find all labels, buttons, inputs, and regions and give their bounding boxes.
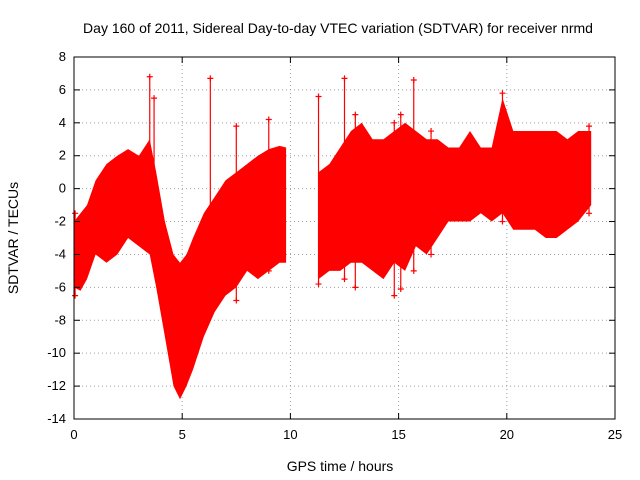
tick-layer: 0 5 10 15 20 25 -14 -12 -10 -8 -6 -4 -2 0 2 4 6 8 xyxy=(47,49,622,442)
chart-title: Day 160 of 2011, Sidereal Day-to-day VTE… xyxy=(83,20,593,36)
x-tick-label: 15 xyxy=(391,427,405,442)
x-tick-label: 20 xyxy=(500,427,514,442)
data-point-marker xyxy=(341,75,348,82)
plot-frame xyxy=(73,56,616,420)
data-point-marker xyxy=(72,210,79,217)
data-point-marker xyxy=(341,276,348,283)
series-band-segment-2 xyxy=(318,98,592,280)
data-point-marker xyxy=(499,90,506,97)
data-point-marker xyxy=(315,281,322,288)
series-band-segment-1 xyxy=(74,139,287,400)
y-tick-label: -4 xyxy=(54,246,66,261)
data-point-marker xyxy=(352,111,359,118)
data-point-marker xyxy=(146,73,153,80)
data-point-marker xyxy=(410,77,417,84)
y-tick-label: -6 xyxy=(54,279,66,294)
data-point-marker xyxy=(233,123,240,130)
x-axis-label: GPS time / hours xyxy=(287,458,394,474)
y-tick-label: 4 xyxy=(59,115,66,130)
data-point-marker xyxy=(151,95,158,102)
y-tick-label: 0 xyxy=(59,181,66,196)
data-point-marker xyxy=(586,123,593,130)
data-point-marker xyxy=(265,267,272,274)
data-point-marker xyxy=(397,111,404,118)
y-tick-label: -2 xyxy=(54,214,66,229)
data-point-marker xyxy=(397,286,404,293)
x-tick-label: 0 xyxy=(70,427,77,442)
y-tick-label: 6 xyxy=(59,82,66,97)
data-point-marker xyxy=(151,218,158,225)
y-tick-label: -12 xyxy=(47,378,66,393)
data-point-marker xyxy=(265,116,272,123)
data-point-marker xyxy=(410,267,417,274)
data-point-marker xyxy=(207,251,214,258)
data-point-marker xyxy=(428,251,435,258)
y-axis-label: SDTVAR / TECUs xyxy=(5,182,21,294)
y-tick-label: -14 xyxy=(47,411,66,426)
data-point-marker xyxy=(207,75,214,82)
data-point-marker xyxy=(72,292,79,299)
data-point-marker xyxy=(352,284,359,291)
y-tick-label: 2 xyxy=(59,148,66,163)
y-tick-label: 8 xyxy=(59,49,66,64)
x-tick-label: 10 xyxy=(283,427,297,442)
data-layer xyxy=(72,73,593,400)
data-point-marker xyxy=(233,297,240,304)
data-point-marker xyxy=(391,119,398,126)
data-point-marker xyxy=(586,210,593,217)
y-tick-label: -8 xyxy=(54,312,66,327)
x-tick-label: 5 xyxy=(179,427,186,442)
data-point-marker xyxy=(315,93,322,100)
y-tick-label: -10 xyxy=(47,345,66,360)
data-point-marker xyxy=(428,128,435,135)
data-point-marker xyxy=(391,292,398,299)
data-point-marker xyxy=(499,218,506,225)
x-tick-label: 25 xyxy=(608,427,622,442)
